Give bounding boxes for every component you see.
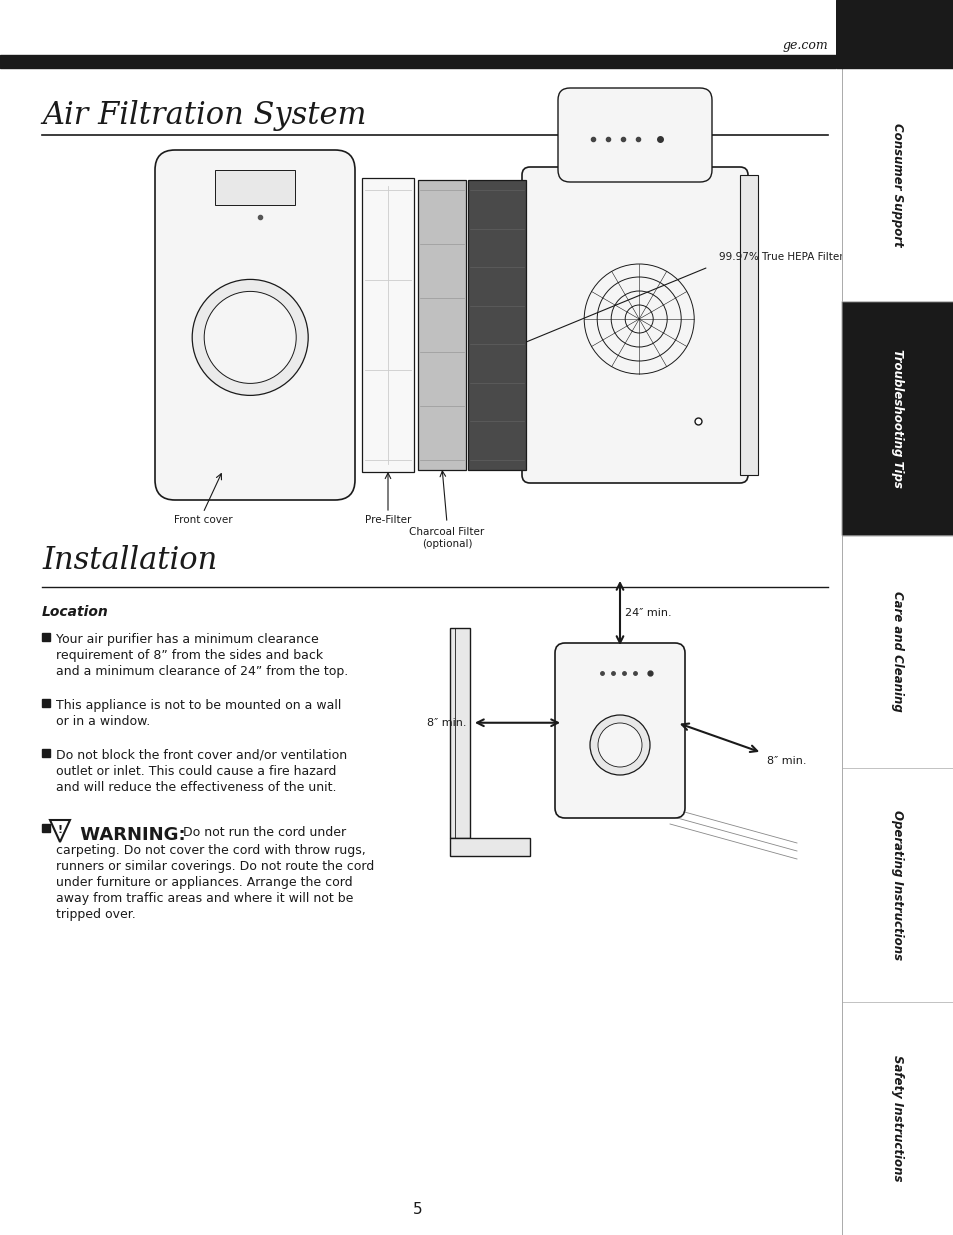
FancyBboxPatch shape: [558, 88, 711, 182]
Bar: [450, 629, 470, 839]
Text: Front cover: Front cover: [173, 515, 233, 525]
Text: Operating Instructions: Operating Instructions: [890, 810, 903, 960]
Bar: [835, 0, 953, 68]
Bar: [740, 175, 758, 475]
FancyBboxPatch shape: [555, 643, 684, 818]
Text: 99.97% True HEPA Filter: 99.97% True HEPA Filter: [719, 252, 842, 262]
Text: and will reduce the effectiveness of the unit.: and will reduce the effectiveness of the…: [56, 781, 336, 794]
Text: Safety Instructions: Safety Instructions: [890, 1055, 903, 1182]
Bar: [841, 301, 953, 535]
Bar: [361, 178, 414, 472]
Bar: [841, 768, 953, 1002]
Bar: [0, 56, 835, 68]
Text: Air Filtration System: Air Filtration System: [42, 100, 366, 131]
Text: 5: 5: [413, 1203, 422, 1218]
Text: or in a window.: or in a window.: [56, 715, 150, 727]
Bar: [42, 634, 50, 641]
Text: tripped over.: tripped over.: [56, 908, 135, 921]
Text: Location: Location: [42, 605, 109, 619]
Text: Installation: Installation: [42, 545, 217, 576]
Circle shape: [204, 291, 295, 383]
Text: away from traffic areas and where it will not be: away from traffic areas and where it wil…: [56, 892, 353, 905]
Text: and a minimum clearance of 24” from the top.: and a minimum clearance of 24” from the …: [56, 664, 348, 678]
Text: outlet or inlet. This could cause a fire hazard: outlet or inlet. This could cause a fire…: [56, 764, 336, 778]
Bar: [841, 1002, 953, 1235]
Bar: [841, 535, 953, 768]
Text: Pre-Filter: Pre-Filter: [364, 515, 411, 525]
Circle shape: [598, 722, 641, 767]
Text: Care and Cleaning: Care and Cleaning: [890, 592, 903, 711]
Text: This appliance is not to be mounted on a wall: This appliance is not to be mounted on a…: [56, 699, 341, 713]
Bar: [42, 748, 50, 757]
Text: Consumer Support: Consumer Support: [890, 122, 903, 247]
Text: 8″ min.: 8″ min.: [427, 718, 467, 727]
Text: Do not block the front cover and/or ventilation: Do not block the front cover and/or vent…: [56, 748, 347, 762]
Bar: [42, 824, 50, 832]
Circle shape: [192, 279, 308, 395]
Bar: [417, 180, 465, 471]
FancyBboxPatch shape: [154, 149, 355, 500]
Text: Do not run the cord under: Do not run the cord under: [179, 826, 346, 839]
Bar: [214, 170, 294, 205]
Text: carpeting. Do not cover the cord with throw rugs,: carpeting. Do not cover the cord with th…: [56, 844, 365, 857]
Bar: [841, 68, 953, 301]
Text: runners or similar coverings. Do not route the cord: runners or similar coverings. Do not rou…: [56, 860, 374, 873]
Text: 24″ min.: 24″ min.: [624, 608, 671, 618]
Text: Charcoal Filter
(optional): Charcoal Filter (optional): [409, 527, 484, 550]
Bar: [450, 839, 530, 856]
Text: 8″ min.: 8″ min.: [766, 756, 805, 766]
Text: Your air purifier has a minimum clearance: Your air purifier has a minimum clearanc…: [56, 634, 318, 646]
Text: !: !: [57, 825, 63, 835]
Text: ge.com: ge.com: [781, 40, 827, 52]
FancyBboxPatch shape: [521, 167, 747, 483]
Text: requirement of 8” from the sides and back: requirement of 8” from the sides and bac…: [56, 650, 323, 662]
Text: WARNING:: WARNING:: [74, 826, 186, 844]
Bar: [468, 180, 525, 471]
Bar: [42, 699, 50, 706]
Text: under furniture or appliances. Arrange the cord: under furniture or appliances. Arrange t…: [56, 876, 353, 889]
Circle shape: [589, 715, 649, 776]
Text: Troubleshooting Tips: Troubleshooting Tips: [890, 348, 903, 488]
